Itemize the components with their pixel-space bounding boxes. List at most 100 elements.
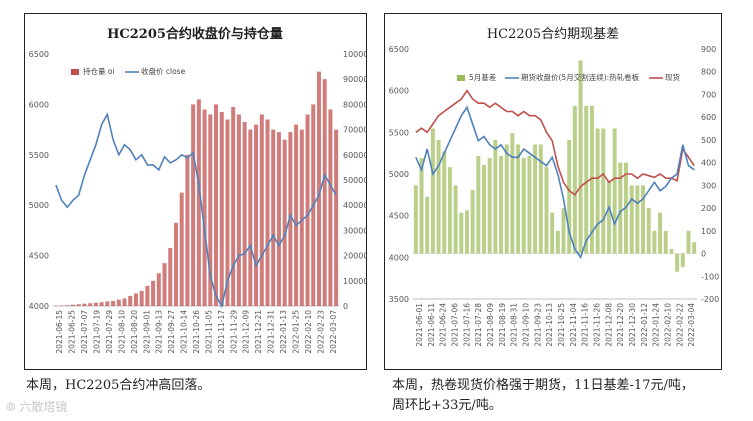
bar-oi [248,129,253,306]
x-tick-label: 2021-12-30 [628,303,637,347]
bar-oi [71,304,76,306]
bar-oi [162,263,167,306]
x-tick-label: 2022-01-24 [652,303,661,347]
bar-oi [242,122,247,306]
bar-basis [618,162,623,254]
bar-oi [191,104,196,307]
bar-basis [612,128,617,254]
chart-panel-basis: HC2205合约期现基差 3500 4000 4500 5000 5500 6000 6500… [384,13,722,370]
bar-basis [635,185,640,254]
x-tick-label: 2021-06-11 [427,303,436,347]
bar-oi [322,79,327,306]
bar-basis [419,158,424,254]
bar-basis [470,189,475,254]
y-right-tick-label: 900 [701,45,716,54]
bar-basis [447,167,452,254]
bar-basis [692,242,697,254]
y-left-tick-label: 6500 [29,50,49,59]
bar-basis [504,144,509,254]
x-tick-label: 2022-01-25 [291,310,300,354]
y-right-tick-label: 700 [701,90,716,99]
x-tick-label: 2021-09-13 [155,310,164,354]
chart-title: HC2205合约期现基差 [487,27,619,42]
bar-basis [464,210,469,254]
bar-oi [122,298,127,306]
x-tick-label: 2021-08-10 [117,310,126,354]
caption-right-line1: 本周，热卷现货价格强于期货，11日基差-17元/吨， [392,378,694,393]
bar-oi [105,301,110,306]
caption-right-line2: 周环比+33元/吨。 [392,398,502,413]
bar-basis [487,158,492,254]
caption-left: 本周，HC2205合约冲高回落。 [26,378,211,393]
bar-oi [93,302,98,306]
y-right-tick-label: 900000 [343,75,366,84]
bar-basis [629,185,634,254]
x-tick-label: 2021-10-26 [192,310,201,354]
x-tick-label: 2021-10-13 [545,303,554,347]
y-left-tick-label: 6000 [29,100,49,109]
chart-basis: HC2205合约期现基差3500400045005000550060006500… [389,27,720,347]
bar-oi [88,303,93,306]
x-tick-label: 2021-06-01 [415,303,424,347]
bar-oi [202,109,207,306]
bar-oi [116,299,121,306]
bar-oi [76,304,81,306]
legend-label: 5月基差 [469,72,497,82]
x-tick-label: 2021-11-05 [204,310,213,354]
bar-oi [254,124,259,306]
bar-basis [533,144,538,254]
bar-oi [288,132,293,306]
bar-basis [595,128,600,254]
x-tick-label: 2022-02-10 [663,303,672,347]
bar-oi [282,139,287,306]
bar-oi [59,305,64,306]
bar-basis [521,158,526,254]
bar-basis [499,155,504,254]
bar-basis [680,253,685,268]
x-tick-label: 2022-02-22 [675,303,684,347]
x-tick-label: 2021-11-17 [217,310,226,354]
y-right-tick-label: 0 [701,250,706,259]
y-right-tick-label: 0 [343,302,348,311]
y-right-tick-label: 200 [701,204,716,213]
bar-basis [538,144,543,254]
y-right-tick-label: 500 [701,136,716,145]
y-right-tick-label: 500000 [343,176,366,185]
bar-basis [550,212,555,254]
chart-title: HC2205合约收盘价与持仓量 [107,26,283,42]
y-right-tick-label: 1000000 [343,50,366,59]
y-left-tick-label: 4500 [29,252,49,261]
x-tick-label: 2021-07-19 [93,310,102,354]
legend-label: 持仓量 oi [83,66,115,76]
x-tick-label: 2021-06-15 [55,310,64,354]
caption-right: 本周，热卷现货价格强于期货，11日基差-17元/吨， 周环比+33元/吨。 [392,376,752,416]
x-tick-label: 2021-12-20 [616,303,625,347]
x-tick-label: 2022-02-23 [316,310,325,354]
x-tick-label: 2021-10-25 [557,303,566,347]
watermark-text: 六散塔镜 [19,400,68,414]
chart-oi-close: HC2205合约收盘价与持仓量 4000 4500 5000 5500 6000 6500 0… [29,26,366,354]
bar-oi [334,129,339,306]
x-tick-label: 2022-02-10 [304,310,313,354]
x-tick-label: 2021-10-14 [180,310,189,354]
bar-basis [567,139,572,254]
y-right-tick-label: 600000 [343,151,366,160]
bar-basis [584,105,589,254]
bar-oi [208,114,213,306]
bar-basis [652,230,657,254]
x-tick-label: 2021-12-09 [242,310,251,354]
x-tick-label: 2021-07-16 [462,303,471,347]
y-right-tick-label: 700000 [343,126,366,135]
y-left-tick-label: 5500 [389,128,409,137]
bar-oi [179,192,184,306]
x-tick-label: 2021-11-16 [581,303,590,347]
bar-oi [196,99,201,306]
y-right-tick-label: -200 [701,295,719,304]
x-tick-label: 2021-09-23 [533,303,542,347]
bar-oi [328,109,333,306]
x-tick-label: 2021-09-01 [142,310,151,354]
y-left-tick-label: 5500 [29,151,49,160]
bar-basis [476,155,481,254]
bar-basis [675,253,680,272]
bar-oi [276,132,281,306]
